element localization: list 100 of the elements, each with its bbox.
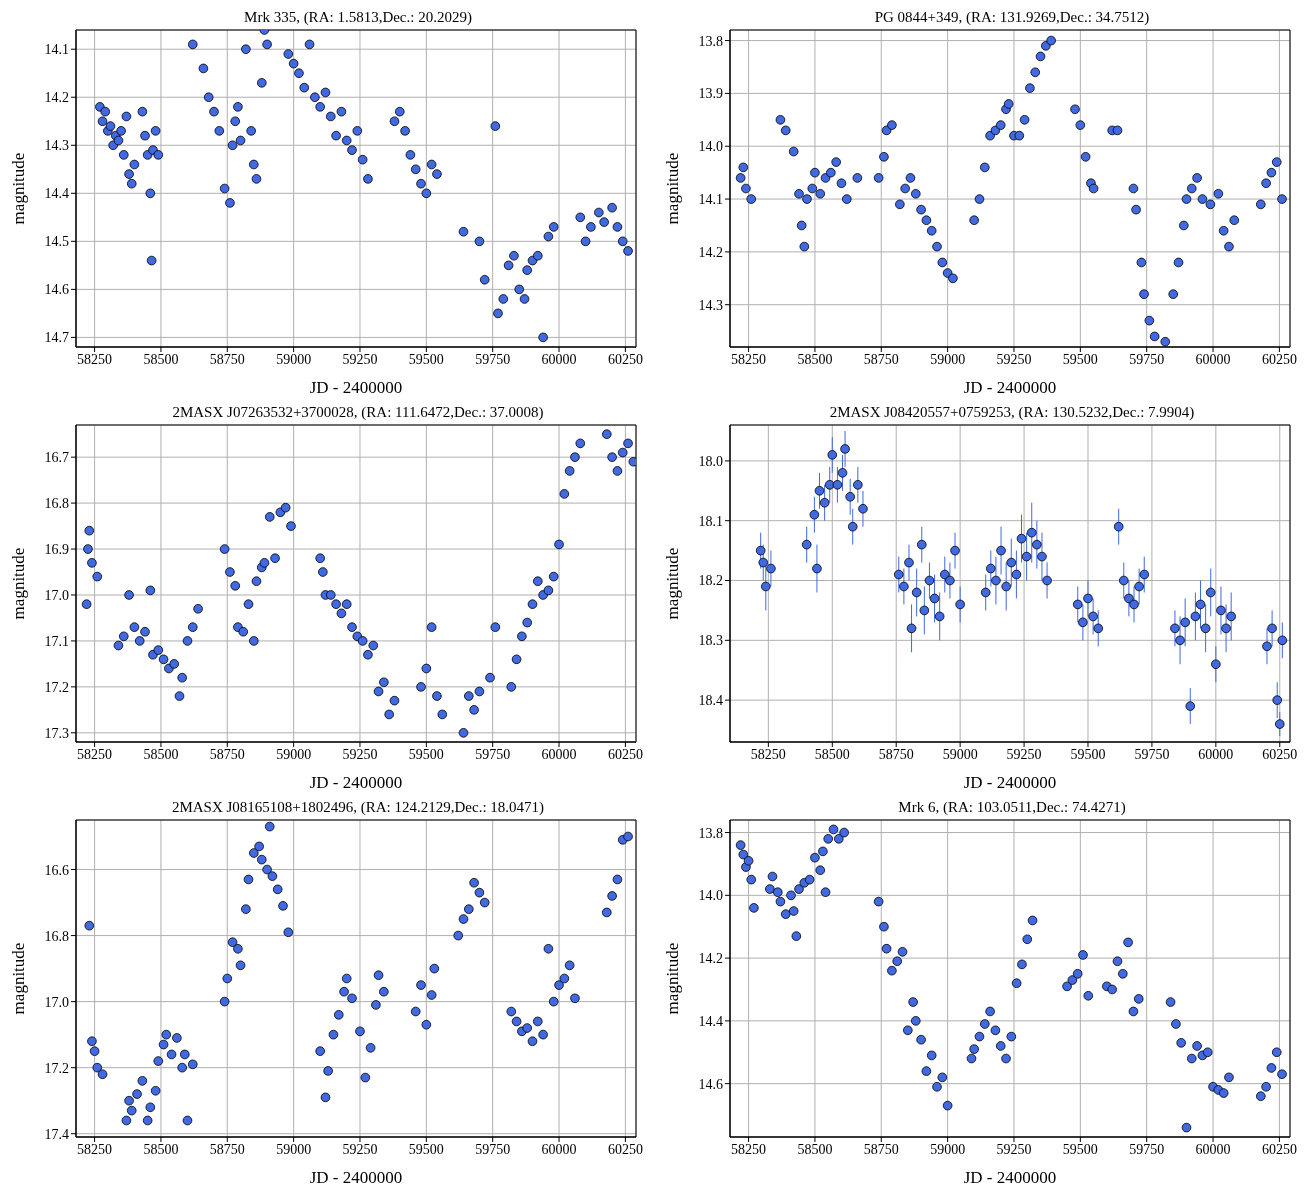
x-tick-label: 59500: [1070, 746, 1106, 762]
x-tick-label: 60000: [541, 1141, 577, 1157]
x-tick-label: 58500: [143, 1141, 179, 1157]
y-tick-label: 17.0: [44, 587, 69, 603]
y-tick-label: 17.1: [44, 633, 69, 649]
x-axis-title: JD - 2400000: [963, 378, 1057, 397]
y-tick-label: 17.2: [44, 1060, 69, 1076]
x-tick-label: 60250: [607, 351, 643, 367]
x-tick-label: 59750: [475, 351, 511, 367]
x-axis-title: JD - 2400000: [963, 1168, 1057, 1187]
y-axis-title: magnitude: [663, 942, 683, 1015]
y-tick-label: 14.4: [44, 186, 69, 202]
x-tick-label: 59500: [408, 746, 444, 762]
y-tick-label: 14.6: [698, 1076, 723, 1092]
y-tick-label: 18.1: [698, 513, 723, 529]
y-tick-label: 16.7: [44, 450, 69, 466]
x-tick-label: 59750: [1129, 1141, 1165, 1157]
y-axis-title: magnitude: [9, 547, 29, 620]
x-tick-label: 60000: [1195, 1141, 1231, 1157]
x-tick-label: 59500: [408, 351, 444, 367]
y-tick-label: 14.0: [698, 888, 723, 904]
x-tick-label: 59000: [942, 746, 978, 762]
y-tick-label: 16.8: [44, 496, 69, 512]
y-axis-title: magnitude: [663, 547, 683, 620]
x-tick-label: 58500: [797, 351, 833, 367]
chart-title: Mrk 335, (RA: 1.5813,Dec.: 20.2029): [243, 8, 473, 26]
x-tick-label: 60250: [607, 746, 643, 762]
x-tick-label: 58250: [77, 1141, 113, 1157]
x-tick-label: 58250: [77, 746, 113, 762]
y-tick-label: 18.4: [698, 693, 723, 709]
y-tick-label: 13.8: [698, 33, 723, 49]
chart-title: 2MASX J08165108+1802496, (RA: 124.2129,Dec.: 18.0471): [170, 798, 546, 816]
y-tick-label: 13.9: [698, 86, 723, 102]
x-tick-label: 58750: [863, 1141, 899, 1157]
x-axis-title: JD - 2400000: [309, 378, 403, 397]
x-tick-label: 59000: [930, 1141, 966, 1157]
y-tick-label: 18.3: [698, 633, 723, 649]
y-axis-title: magnitude: [9, 942, 29, 1015]
x-tick-label: 59000: [276, 351, 312, 367]
x-tick-label: 59750: [475, 1141, 511, 1157]
chart-title: 2MASX J08420557+0759253, (RA: 130.5232,Dec.: 7.9904): [828, 403, 1196, 421]
y-tick-label: 14.2: [698, 244, 723, 260]
y-tick-label: 14.4: [698, 1013, 723, 1029]
x-tick-label: 59500: [1062, 351, 1098, 367]
y-tick-label: 17.3: [44, 725, 69, 741]
y-tick-label: 14.3: [44, 138, 69, 154]
x-tick-label: 59250: [1006, 746, 1042, 762]
x-axis-title: JD - 2400000: [309, 773, 403, 792]
y-tick-label: 14.0: [698, 139, 723, 155]
x-tick-label: 60250: [1262, 746, 1298, 762]
y-tick-label: 14.1: [44, 42, 69, 58]
x-tick-label: 59250: [342, 746, 378, 762]
x-tick-label: 59250: [342, 1141, 378, 1157]
x-tick-label: 60000: [1198, 746, 1234, 762]
y-tick-label: 14.7: [44, 330, 69, 346]
x-tick-label: 60250: [607, 1141, 643, 1157]
y-tick-label: 17.2: [44, 679, 69, 695]
x-tick-label: 58250: [750, 746, 786, 762]
x-tick-label: 59250: [996, 1141, 1032, 1157]
x-tick-label: 58250: [731, 1141, 767, 1157]
x-tick-label: 60000: [541, 746, 577, 762]
chart-title: PG 0844+349, (RA: 131.9269,Dec.: 34.7512): [873, 8, 1151, 26]
x-tick-label: 59500: [1062, 1141, 1098, 1157]
y-tick-label: 17.4: [44, 1126, 69, 1142]
y-tick-label: 14.2: [44, 90, 69, 106]
x-tick-label: 59250: [342, 351, 378, 367]
x-tick-label: 58250: [731, 351, 767, 367]
y-tick-label: 14.5: [44, 234, 69, 250]
x-tick-label: 60250: [1261, 351, 1297, 367]
y-tick-label: 13.8: [698, 825, 723, 841]
y-tick-label: 18.2: [698, 573, 723, 589]
x-axis-title: JD - 2400000: [963, 773, 1057, 792]
x-tick-label: 59000: [276, 746, 312, 762]
y-tick-label: 14.2: [698, 951, 723, 967]
x-tick-label: 60250: [1261, 1141, 1297, 1157]
x-tick-label: 58500: [814, 746, 850, 762]
x-tick-label: 58500: [143, 746, 179, 762]
x-tick-label: 59750: [1134, 746, 1170, 762]
x-tick-label: 58750: [863, 351, 899, 367]
y-tick-label: 14.6: [44, 282, 69, 298]
y-axis-title: magnitude: [663, 152, 683, 225]
x-tick-label: 58500: [797, 1141, 833, 1157]
y-tick-label: 16.8: [44, 928, 69, 944]
x-tick-label: 59000: [930, 351, 966, 367]
x-tick-label: 60000: [1195, 351, 1231, 367]
x-tick-label: 58750: [209, 1141, 245, 1157]
x-tick-label: 58750: [209, 746, 245, 762]
x-tick-label: 59500: [408, 1141, 444, 1157]
x-tick-label: 59250: [996, 351, 1032, 367]
x-axis-title: JD - 2400000: [309, 1168, 403, 1187]
x-tick-label: 58750: [209, 351, 245, 367]
chart-title: 2MASX J07263532+3700028, (RA: 111.6472,Dec.: 37.0008): [171, 403, 545, 421]
x-tick-label: 58500: [143, 351, 179, 367]
y-tick-label: 14.1: [698, 192, 723, 208]
chart-title: Mrk 6, (RA: 103.0511,Dec.: 74.4271): [897, 798, 1127, 816]
y-tick-label: 16.9: [44, 542, 69, 558]
y-tick-label: 18.0: [698, 453, 723, 469]
x-tick-label: 58250: [77, 351, 113, 367]
y-axis-title: magnitude: [9, 152, 29, 225]
y-tick-label: 16.6: [44, 862, 69, 878]
